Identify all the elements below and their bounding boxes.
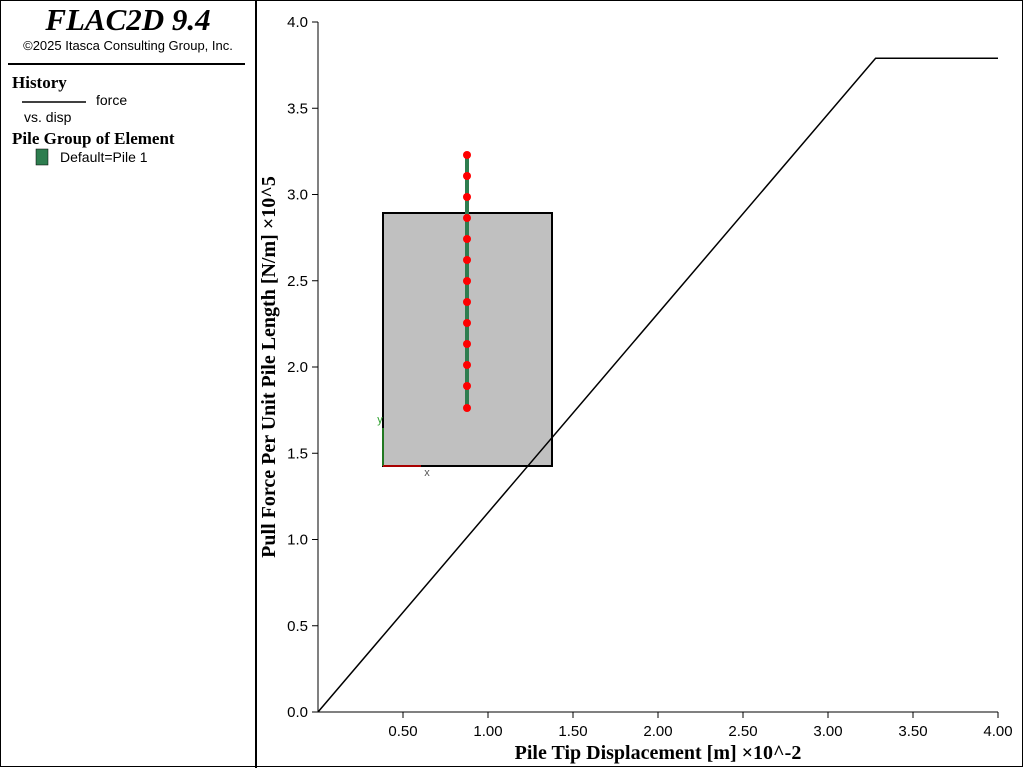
copyright: ©2025 Itasca Consulting Group, Inc. <box>23 38 233 53</box>
y-tick-label: 4.0 <box>287 14 308 31</box>
x-tick-label: 4.00 <box>983 723 1012 740</box>
node <box>463 382 471 390</box>
node <box>463 277 471 285</box>
data-line <box>317 57 998 713</box>
node <box>463 361 471 369</box>
y-tick-label: 1.5 <box>287 445 308 462</box>
y-tick-label: 2.0 <box>287 359 308 376</box>
node <box>463 235 471 243</box>
node <box>463 193 471 201</box>
y-tick-label: 0.5 <box>287 618 308 635</box>
x-tick-label: 2.50 <box>728 723 757 740</box>
y-tick-label: 2.5 <box>287 273 308 290</box>
history-heading: History <box>12 73 67 92</box>
y-tick-label: 0.0 <box>287 704 308 721</box>
y-tick-label: 3.0 <box>287 187 308 204</box>
x-tick-label: 1.50 <box>558 723 587 740</box>
node <box>463 404 471 412</box>
pile-heading: Pile Group of Element <box>12 129 175 148</box>
axis-glyph-x-label: x <box>424 467 430 479</box>
x-tick-label: 2.00 <box>643 723 672 740</box>
node <box>463 319 471 327</box>
x-tick-label: 1.00 <box>473 723 502 740</box>
axis-glyph-y-label: y <box>377 414 383 426</box>
x-tick-label: 3.50 <box>898 723 927 740</box>
model-view: x y <box>377 151 553 479</box>
y-tick-label: 3.5 <box>287 100 308 117</box>
x-tick-label: 3.00 <box>813 723 842 740</box>
pile-entry: Default=Pile 1 <box>60 149 148 165</box>
y-axis-title: Pull Force Per Unit Pile Length [N/m] ×1… <box>258 176 280 558</box>
node <box>463 172 471 180</box>
app-title: FLAC2D 9.4 <box>44 2 210 37</box>
x-axis-title: Pile Tip Displacement [m] ×10^-2 <box>515 742 802 764</box>
node <box>463 256 471 264</box>
node <box>463 298 471 306</box>
node <box>463 340 471 348</box>
legend-swatch <box>35 148 49 166</box>
node <box>463 214 471 222</box>
legend-subtitle: vs. disp <box>24 109 72 125</box>
x-tick-label: 0.50 <box>388 723 417 740</box>
pile-nodes <box>463 151 471 412</box>
node <box>463 151 471 159</box>
legend-label: force <box>96 92 127 108</box>
y-tick-label: 1.0 <box>287 532 308 549</box>
